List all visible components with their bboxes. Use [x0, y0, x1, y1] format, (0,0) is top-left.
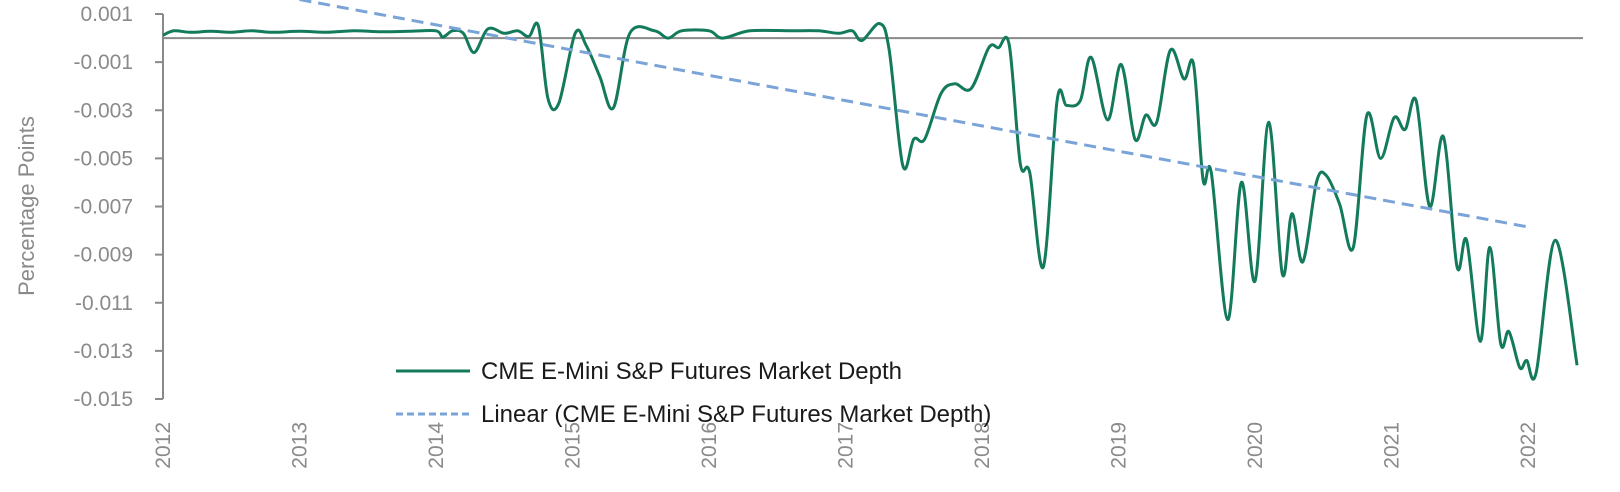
y-tick-label: -0.001: [73, 51, 133, 74]
x-tick-label: 2017: [835, 422, 858, 469]
y-tick-label: -0.015: [73, 388, 133, 411]
y-tick-label: -0.003: [73, 99, 133, 122]
legend-label: CME E-Mini S&P Futures Market Depth: [481, 358, 902, 385]
y-tick-label: -0.011: [75, 292, 133, 315]
y-axis-title: Percentage Points: [14, 116, 39, 296]
y-tick-label: -0.009: [73, 244, 133, 267]
plot-area: [162, 0, 1579, 381]
x-tick-label: 2018: [971, 422, 994, 469]
x-tick-label: 2015: [562, 422, 585, 469]
legend-item-series: CME E-Mini S&P Futures Market Depth: [396, 358, 902, 385]
y-tick-label: -0.005: [73, 147, 133, 170]
y-tick-label: -0.007: [73, 196, 133, 219]
legend-item-trendline: Linear (CME E-Mini S&P Futures Market De…: [396, 401, 991, 428]
y-axis: 0.001 -0.001 -0.003 -0.005 -0.007 -0.009 -0.01…: [73, 3, 164, 411]
x-axis: 2012 2013 2014 2015 2016 2017 2018 2019 2020 2021…: [152, 422, 1540, 469]
legend-label: Linear (CME E-Mini S&P Futures Market De…: [481, 401, 991, 428]
series-line: [162, 21, 1579, 381]
x-tick-label: 2020: [1244, 422, 1267, 469]
x-tick-label: 2019: [1108, 422, 1131, 469]
legend: CME E-Mini S&P Futures Market Depth Line…: [396, 358, 991, 428]
y-tick-label: -0.013: [73, 340, 133, 363]
x-tick-label: 2022: [1517, 422, 1540, 469]
x-tick-label: 2021: [1381, 422, 1404, 469]
x-tick-label: 2013: [289, 422, 312, 469]
x-tick-label: 2012: [152, 422, 175, 469]
y-tick-label: 0.001: [80, 3, 133, 26]
x-tick-label: 2016: [698, 422, 721, 469]
x-tick-label: 2014: [425, 422, 448, 469]
